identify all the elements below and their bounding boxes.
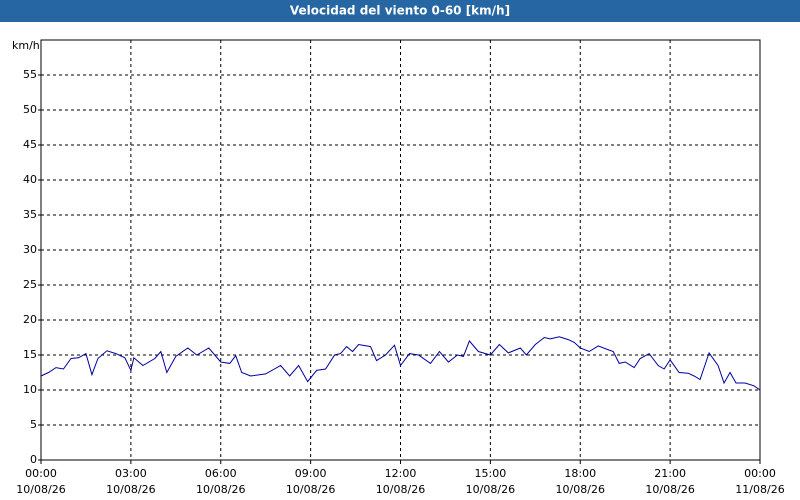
x-tick-date: 11/08/26 xyxy=(735,483,784,496)
x-tick-date: 10/08/26 xyxy=(556,483,605,496)
x-tick-date: 10/08/26 xyxy=(16,483,65,496)
y-tick-label: 0 xyxy=(30,453,37,466)
y-tick-label: 25 xyxy=(23,278,37,291)
y-tick-label: 45 xyxy=(23,138,37,151)
x-tick-label: 00:00 xyxy=(744,467,776,480)
x-tick-date: 10/08/26 xyxy=(466,483,515,496)
y-tick-label: 30 xyxy=(23,243,37,256)
chart-title: Velocidad del viento 0-60 [km/h] xyxy=(290,4,510,18)
x-tick-date: 10/08/26 xyxy=(106,483,155,496)
x-tick-date: 10/08/26 xyxy=(376,483,425,496)
line-series xyxy=(40,336,761,391)
y-tick-label: 50 xyxy=(23,103,37,116)
y-tick-label: 5 xyxy=(30,418,37,431)
y-tick-label: 10 xyxy=(23,383,37,396)
title-bar xyxy=(0,0,800,22)
y-tick-label: 15 xyxy=(23,348,37,361)
y-tick-label: 40 xyxy=(23,173,37,186)
x-tick-date: 10/08/26 xyxy=(196,483,245,496)
x-tick-label: 18:00 xyxy=(564,467,596,480)
x-tick-label: 06:00 xyxy=(205,467,237,480)
y-tick-label: 35 xyxy=(23,208,37,221)
y-tick-label: 55 xyxy=(23,68,37,81)
x-tick-date: 10/08/26 xyxy=(645,483,694,496)
x-tick-label: 09:00 xyxy=(295,467,327,480)
y-axis-label: km/h xyxy=(12,39,40,52)
x-tick-label: 12:00 xyxy=(385,467,417,480)
x-tick-date: 10/08/26 xyxy=(286,483,335,496)
x-tick-label: 15:00 xyxy=(475,467,507,480)
x-tick-label: 21:00 xyxy=(654,467,686,480)
y-tick-label: 20 xyxy=(23,313,37,326)
x-tick-label: 00:00 xyxy=(25,467,57,480)
x-tick-label: 03:00 xyxy=(115,467,147,480)
